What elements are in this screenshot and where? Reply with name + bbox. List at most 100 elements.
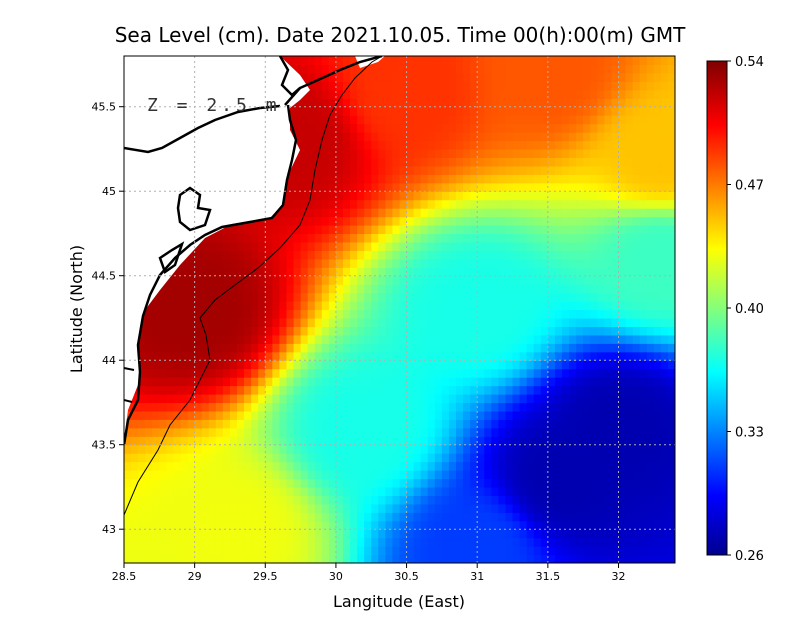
field-cell [180,453,189,463]
field-cell [272,478,281,488]
field-cell [138,529,146,539]
field-cell [660,98,669,108]
field-cell [569,182,577,192]
field-cell [491,436,499,446]
field-cell [463,56,471,66]
field-cell [258,292,266,302]
field-cell [321,233,330,243]
field-cell [420,461,429,471]
field-cell [583,453,591,463]
field-cell [434,148,443,158]
field-cell [434,419,443,429]
field-cell [625,436,634,446]
field-cell [547,343,556,353]
field-cell [597,89,605,99]
field-cell [215,301,224,311]
field-cell [237,478,245,488]
field-cell [420,174,429,184]
field-cell [569,394,577,404]
field-cell [321,81,330,91]
field-cell [625,512,634,522]
field-cell [364,351,372,361]
field-cell [540,520,549,530]
field-cell [342,106,351,116]
field-cell [378,503,386,513]
field-cell [208,241,217,251]
field-cell [215,427,224,437]
field-cell [335,123,344,133]
field-cell [448,115,457,125]
field-cell [145,478,153,488]
field-cell [618,486,627,496]
field-cell [420,503,429,513]
field-cell [420,157,429,167]
field-cell [152,326,160,336]
field-cell [505,216,514,226]
field-cell [547,81,556,91]
field-cell [335,394,344,404]
field-cell [201,360,210,370]
field-cell [590,427,598,437]
field-cell [505,98,514,108]
field-cell [194,360,203,370]
field-cell [604,343,613,353]
field-cell [667,56,675,66]
field-cell [463,275,471,285]
field-cell [413,199,422,209]
field-cell [625,385,634,395]
field-cell [413,444,422,454]
field-cell [477,89,485,99]
field-cell [265,233,273,243]
field-cell [653,64,662,74]
field-cell [639,267,648,277]
field-cell [364,427,372,437]
field-cell [477,301,485,311]
field-cell [498,191,507,201]
field-cell [611,191,620,201]
field-cell [173,427,182,437]
field-cell [201,486,210,496]
field-cell [597,444,605,454]
field-cell [321,461,330,471]
field-cell [314,292,323,302]
field-cell [470,461,478,471]
field-cell [314,267,323,277]
field-cell [357,402,365,412]
field-cell [371,368,379,378]
field-cell [569,317,577,327]
field-cell [554,191,563,201]
field-cell [597,453,605,463]
field-cell [124,486,132,496]
field-cell [604,385,613,395]
field-cell [307,157,316,167]
field-cell [314,461,323,471]
field-cell [335,402,344,412]
field-cell [180,301,189,311]
field-cell [350,191,358,201]
field-cell [307,520,316,530]
field-cell [434,216,443,226]
field-cell [498,208,507,218]
field-cell [314,157,323,167]
field-cell [667,377,675,387]
field-cell [441,258,450,268]
field-cell [258,343,266,353]
field-cell [597,529,605,539]
field-cell [463,495,471,505]
field-cell [406,132,415,142]
field-cell [456,394,464,404]
field-cell [300,174,309,184]
field-cell [470,394,478,404]
field-cell [229,394,238,404]
field-cell [201,351,210,361]
field-cell [138,461,146,471]
field-cell [463,267,471,277]
field-cell [413,309,422,319]
field-cell [533,410,542,420]
field-cell [434,208,443,218]
field-cell [392,444,401,454]
field-cell [470,495,478,505]
field-cell [632,537,641,547]
field-cell [251,427,259,437]
field-cell [138,410,146,420]
